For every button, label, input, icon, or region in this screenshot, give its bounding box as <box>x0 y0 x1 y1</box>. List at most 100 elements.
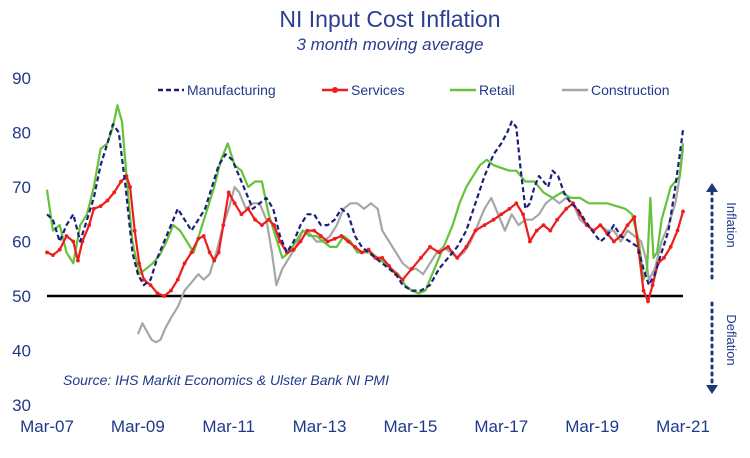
data-point <box>57 247 62 252</box>
deflation-indicator: Deflation <box>706 301 739 394</box>
data-point <box>272 223 276 228</box>
inflation-indicator: Inflation <box>706 183 739 280</box>
x-tick-label: Mar-07 <box>20 417 74 436</box>
data-point <box>681 209 685 214</box>
data-point <box>373 256 378 260</box>
data-point <box>91 206 96 211</box>
data-point <box>266 217 271 222</box>
data-point <box>482 223 487 228</box>
data-point <box>216 250 221 255</box>
data-point <box>564 206 569 211</box>
x-tick-label: Mar-09 <box>111 417 165 436</box>
data-point <box>141 277 146 282</box>
data-point <box>632 215 637 219</box>
data-point <box>625 223 630 228</box>
data-point <box>646 299 650 304</box>
series-services <box>45 174 685 304</box>
legend-label: Retail <box>479 82 515 98</box>
data-point <box>612 239 616 244</box>
data-point <box>305 228 310 233</box>
data-point <box>105 198 110 203</box>
arrow-up-icon <box>706 183 718 192</box>
data-point <box>232 201 237 206</box>
data-point <box>291 247 296 252</box>
source-annotation: Source: IHS Markit Economics & Ulster Ba… <box>63 372 389 388</box>
y-tick-label: 30 <box>12 396 31 415</box>
data-point <box>298 239 303 244</box>
data-point <box>491 217 496 222</box>
data-point <box>212 258 217 263</box>
data-point <box>51 253 55 257</box>
data-point <box>419 256 423 260</box>
data-point <box>428 245 432 249</box>
x-tick-label: Mar-11 <box>202 417 255 436</box>
data-point <box>312 228 316 233</box>
data-point <box>668 245 673 249</box>
legend-item-construction: Construction <box>562 82 670 98</box>
data-point <box>132 228 137 233</box>
data-point <box>325 239 330 244</box>
data-point <box>119 179 123 184</box>
legend-label: Services <box>351 82 405 98</box>
data-point <box>534 228 539 233</box>
arrow-down-icon <box>706 385 718 394</box>
data-point <box>124 174 129 179</box>
legend-label: Construction <box>591 82 670 98</box>
data-point <box>400 277 405 282</box>
data-point <box>87 223 92 228</box>
data-point <box>332 236 337 241</box>
data-point <box>155 291 160 296</box>
series-line <box>46 120 685 292</box>
data-point <box>380 256 385 260</box>
data-point <box>196 236 201 241</box>
data-point <box>409 266 414 271</box>
data-point <box>98 204 103 209</box>
x-tick-label: Mar-17 <box>474 417 528 436</box>
data-point <box>464 245 469 249</box>
data-point <box>319 234 323 238</box>
data-point <box>555 217 560 222</box>
data-point <box>598 223 603 228</box>
data-point <box>455 256 460 260</box>
data-point <box>473 228 478 233</box>
x-tick-label: Mar-15 <box>383 417 437 436</box>
data-point <box>221 223 226 228</box>
legend-item-retail: Retail <box>450 82 515 98</box>
data-point <box>189 250 194 255</box>
series-layer <box>45 104 685 344</box>
data-point <box>64 234 69 238</box>
data-point <box>137 261 142 266</box>
x-tick-label: Mar-21 <box>656 417 710 436</box>
data-point <box>359 250 364 255</box>
x-axis-ticks: Mar-07 Mar-09 Mar-11 Mar-13 Mar-15 Mar-17 Mar-… <box>20 417 710 436</box>
chart-title: NI Input Cost Inflation <box>279 6 500 32</box>
data-point <box>169 288 173 293</box>
legend-item-manufacturing: Manufacturing <box>158 82 276 98</box>
data-point <box>201 234 206 238</box>
data-point <box>499 212 504 217</box>
y-tick-label: 50 <box>12 287 31 306</box>
data-point <box>641 288 646 293</box>
data-point <box>339 234 344 238</box>
data-point <box>521 212 525 217</box>
inflation-label: Inflation <box>724 202 739 248</box>
y-axis-ticks: 30 40 50 60 70 80 90 <box>12 69 31 415</box>
data-point <box>548 228 553 233</box>
y-tick-label: 90 <box>12 69 31 88</box>
data-point <box>182 261 187 266</box>
data-point <box>446 245 450 249</box>
x-tick-label: Mar-13 <box>293 417 347 436</box>
y-tick-label: 70 <box>12 178 31 197</box>
data-point <box>514 201 519 206</box>
legend: Manufacturing Services Retail Construction <box>158 82 670 98</box>
data-point <box>253 217 257 222</box>
deflation-label: Deflation <box>724 314 739 365</box>
data-point <box>387 264 391 268</box>
data-point <box>226 190 231 195</box>
data-point <box>260 223 264 228</box>
data-point <box>239 212 244 217</box>
data-point <box>541 223 546 228</box>
data-point <box>76 258 80 263</box>
data-point <box>675 228 680 233</box>
